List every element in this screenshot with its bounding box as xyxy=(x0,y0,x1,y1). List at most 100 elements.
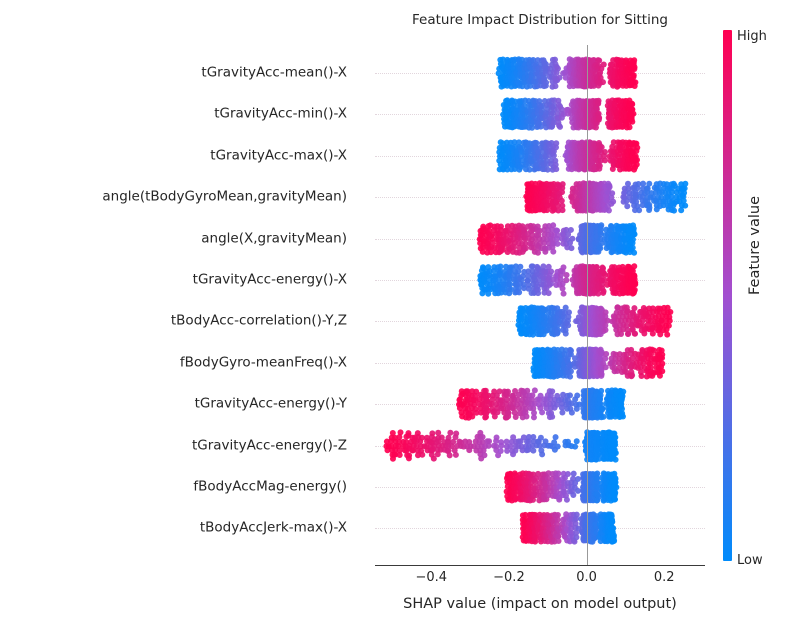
beeswarm-point xyxy=(558,197,565,204)
beeswarm-point xyxy=(631,230,638,237)
beeswarm-point xyxy=(525,285,532,292)
beeswarm-point xyxy=(624,180,631,187)
beeswarm-point xyxy=(597,230,604,237)
beeswarm-point xyxy=(658,347,665,354)
beeswarm-point xyxy=(629,267,636,274)
beeswarm-point xyxy=(562,304,569,311)
beeswarm-point xyxy=(596,162,603,169)
beeswarm-point xyxy=(597,226,604,233)
beeswarm-point xyxy=(611,264,618,271)
beeswarm-point xyxy=(565,309,572,316)
beeswarm-point xyxy=(633,313,640,320)
beeswarm-point xyxy=(599,79,606,86)
beeswarm-point xyxy=(529,125,536,132)
feature-label: tGravityAcc-energy()-Z xyxy=(191,436,347,453)
beeswarm-point xyxy=(596,115,603,122)
beeswarm-point xyxy=(507,281,514,288)
beeswarm-point xyxy=(656,372,663,379)
beeswarm-point xyxy=(629,106,636,113)
beeswarm-point xyxy=(666,314,673,321)
beeswarm-point xyxy=(540,263,547,270)
beeswarm-point xyxy=(517,263,524,270)
beeswarm-point xyxy=(568,347,575,354)
beeswarm-point xyxy=(631,330,638,337)
beeswarm-point xyxy=(559,207,566,214)
beeswarm-point xyxy=(629,101,636,108)
beeswarm-point xyxy=(499,56,506,63)
feature-label: fBodyAccMag-energy() xyxy=(193,478,347,495)
beeswarm-point xyxy=(632,281,639,288)
beeswarm-point xyxy=(554,231,561,238)
beeswarm-point xyxy=(489,239,496,246)
beeswarm-point xyxy=(543,79,550,86)
beeswarm-point xyxy=(530,56,537,63)
beeswarm-point xyxy=(565,230,572,237)
beeswarm-point xyxy=(550,152,557,159)
beeswarm-point xyxy=(640,180,647,187)
beeswarm-point xyxy=(559,285,566,292)
beeswarm-point xyxy=(551,56,558,63)
beeswarm-point xyxy=(567,368,574,375)
beeswarm-row xyxy=(515,304,674,339)
beeswarm-row xyxy=(530,346,666,380)
beeswarm-point xyxy=(631,263,638,270)
beeswarm-row xyxy=(495,56,639,90)
beeswarm-point xyxy=(554,227,561,234)
feature-label: tBodyAccJerk-max()-X xyxy=(199,519,347,536)
beeswarm-point xyxy=(556,122,563,129)
beeswarm-point xyxy=(560,231,567,238)
feature-label: angle(X,gravityMean) xyxy=(201,229,347,246)
beeswarm-point xyxy=(680,197,687,204)
beeswarm-point xyxy=(626,124,633,131)
beeswarm-point xyxy=(636,207,643,214)
beeswarm-point xyxy=(605,207,612,214)
beeswarm-point xyxy=(664,305,671,312)
beeswarm-point xyxy=(629,244,636,251)
beeswarm-point xyxy=(568,244,575,251)
beeswarm-row xyxy=(496,139,641,173)
beeswarm-point xyxy=(515,139,522,146)
beeswarm-point xyxy=(551,102,558,109)
beeswarm-point xyxy=(511,139,518,146)
beeswarm-point xyxy=(603,350,610,357)
beeswarm-point xyxy=(629,372,636,379)
beeswarm-point xyxy=(595,290,602,297)
beeswarm-point xyxy=(544,166,551,173)
beeswarm-point xyxy=(534,249,541,256)
beeswarm-row xyxy=(456,387,627,421)
beeswarm-point xyxy=(522,240,529,247)
beeswarm-point xyxy=(525,273,532,280)
beeswarm-point xyxy=(479,248,486,255)
beeswarm-point xyxy=(604,318,611,325)
beeswarm-point xyxy=(550,120,557,127)
beeswarm-row xyxy=(476,221,638,256)
beeswarm-point xyxy=(550,221,557,228)
beeswarm-point xyxy=(635,181,642,188)
beeswarm-point xyxy=(646,180,653,187)
beeswarm-point xyxy=(487,248,494,255)
beeswarm-point xyxy=(567,373,574,380)
page-title: Feature Impact Distribution for Sitting xyxy=(412,12,668,28)
beeswarm-point xyxy=(598,221,605,228)
beeswarm-point xyxy=(623,351,630,358)
beeswarm-point xyxy=(560,290,567,297)
beeswarm-point xyxy=(678,207,685,214)
beeswarm-point xyxy=(631,249,638,256)
beeswarm-point xyxy=(555,98,562,105)
feature-label: tGravityAcc-energy()-Y xyxy=(194,395,347,412)
beeswarm-point xyxy=(630,225,637,232)
beeswarm-point xyxy=(559,202,566,209)
beeswarm-point xyxy=(644,185,651,192)
beeswarm-point xyxy=(659,368,666,375)
beeswarm-point xyxy=(560,264,567,271)
beeswarm-point xyxy=(533,139,540,146)
beeswarm-point xyxy=(499,246,506,253)
beeswarm-point xyxy=(624,331,631,338)
beeswarm-point xyxy=(597,244,604,251)
beeswarm-point xyxy=(630,310,637,317)
beeswarm-point xyxy=(553,139,560,146)
beeswarm-point xyxy=(565,314,572,321)
beeswarm-point xyxy=(647,364,654,371)
beeswarm-point xyxy=(646,204,653,211)
